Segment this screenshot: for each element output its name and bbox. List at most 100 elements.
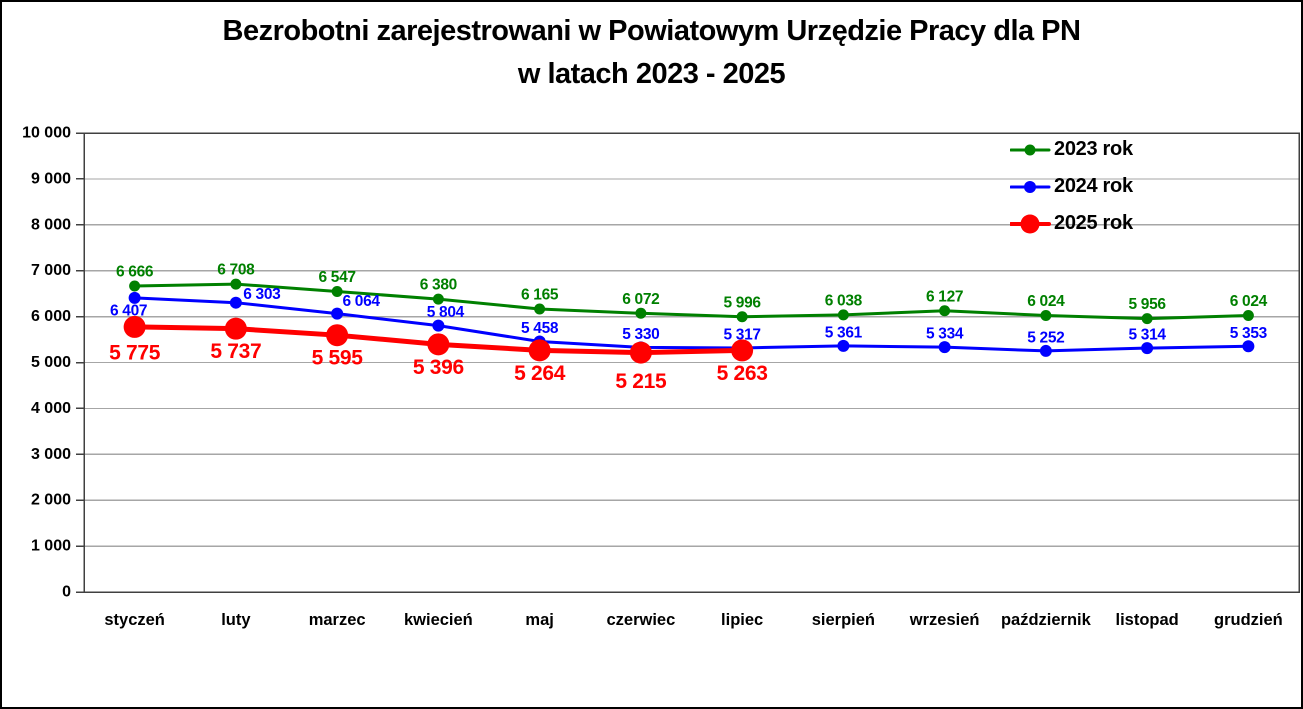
data-label: 5 330	[622, 326, 659, 343]
data-point	[731, 339, 754, 362]
x-axis-label: kwiecień	[404, 611, 473, 629]
x-axis-label: luty	[221, 611, 251, 629]
data-point	[427, 333, 450, 356]
y-axis-label: 6 000	[31, 308, 71, 325]
chart-legend: 2023 rok 2024 rok 2025 rok	[1010, 131, 1133, 242]
data-point	[837, 339, 850, 352]
y-axis-label: 0	[62, 584, 71, 601]
data-label: 6 303	[243, 286, 281, 303]
y-axis-labels: 0 1 000 2 000 3 000 4 000 5 000 6 000 7 000 8 00…	[22, 125, 71, 601]
data-point	[331, 285, 343, 297]
data-label: 5 996	[723, 294, 761, 311]
data-label: 5 737	[210, 340, 261, 363]
series-2025-rok: 5 775 5 737 5 595 5 396 5 264 5 215 5 263	[109, 315, 768, 393]
data-point	[128, 291, 141, 304]
data-label: 6 165	[521, 287, 559, 304]
data-point	[1242, 309, 1254, 321]
legend-label: 2025 rok	[1054, 212, 1133, 234]
data-label: 5 956	[1128, 296, 1166, 313]
data-point	[230, 278, 242, 290]
data-label: 6 407	[110, 302, 147, 319]
y-axis-label: 10 000	[22, 125, 71, 142]
data-label: 5 215	[615, 370, 667, 393]
data-label: 6 072	[622, 291, 659, 308]
x-axis-label: sierpień	[812, 611, 875, 629]
legend-dot	[1024, 180, 1036, 193]
data-point	[129, 280, 141, 292]
data-label: 6 024	[1230, 293, 1268, 310]
data-point	[1141, 342, 1154, 355]
data-label: 5 595	[312, 347, 364, 370]
data-point	[229, 296, 242, 309]
legend-label: 2024 rok	[1054, 175, 1133, 197]
data-label: 6 380	[420, 277, 457, 294]
data-label: 5 353	[1230, 325, 1268, 342]
y-axis-label: 7 000	[31, 262, 71, 279]
legend-item-2023-rok: 2023 rok	[1010, 131, 1133, 168]
x-axis-label: maj	[525, 611, 553, 629]
legend-label: 2023 rok	[1054, 138, 1133, 160]
legend-line-marker-icon	[1010, 214, 1051, 233]
data-label: 5 804	[427, 304, 465, 321]
data-label: 5 314	[1128, 327, 1166, 344]
chart-title: Bezrobotni zarejestrowani w Powiatowym U…	[2, 10, 1301, 96]
data-point	[123, 315, 146, 338]
data-label: 6 127	[926, 288, 963, 305]
series-2023-rok: 6 666 6 708 6 547 6 380 6 165 6 072 5 996 6 038…	[116, 262, 1268, 325]
data-point	[1141, 313, 1153, 325]
y-axis-label: 2 000	[31, 492, 71, 509]
plot-border	[83, 132, 1300, 593]
x-axis-label: listopad	[1115, 611, 1178, 629]
data-point	[736, 311, 748, 323]
y-axis-ticks	[76, 132, 84, 593]
chart-title-line1: Bezrobotni zarejestrowani w Powiatowym U…	[222, 15, 1081, 47]
data-label: 5 775	[109, 341, 161, 364]
legend-line-marker-icon	[1010, 144, 1051, 155]
x-axis-label: wrzesień	[909, 611, 980, 629]
data-point	[1242, 340, 1255, 353]
x-axis-label: grudzień	[1214, 611, 1283, 629]
legend-item-2025-rok: 2025 rok	[1010, 205, 1133, 242]
data-label: 6 708	[217, 262, 255, 279]
x-axis-labels: styczeń luty marzec kwiecień maj czerwiec lipi…	[104, 611, 1282, 629]
data-label: 5 458	[521, 320, 559, 337]
y-axis-label: 1 000	[31, 538, 71, 555]
data-point	[1040, 309, 1052, 321]
data-point	[938, 341, 951, 354]
data-label: 5 317	[723, 326, 760, 343]
x-axis-label: październik	[1001, 611, 1092, 629]
data-point	[331, 307, 344, 320]
data-point	[635, 307, 647, 319]
x-axis-label: marzec	[309, 611, 366, 629]
y-axis-label: 4 000	[31, 400, 71, 417]
data-point	[432, 293, 444, 305]
x-axis-label: lipiec	[721, 611, 763, 629]
data-point	[432, 319, 445, 332]
data-point	[1039, 344, 1052, 357]
data-point	[939, 305, 951, 317]
data-point	[629, 341, 652, 364]
data-label: 5 264	[514, 362, 566, 385]
data-label: 5 263	[717, 362, 768, 385]
data-label: 6 024	[1027, 293, 1065, 310]
series-line	[133, 282, 1250, 321]
data-point	[528, 339, 551, 362]
series-2024-rok: 6 407 6 303 6 064 5 804 5 458 5 330 5 317 5 361…	[110, 286, 1268, 357]
data-label: 6 064	[342, 293, 380, 310]
data-label: 5 396	[413, 356, 464, 379]
data-label: 5 252	[1027, 329, 1064, 346]
y-axis-label: 5 000	[31, 354, 71, 371]
legend-dot	[1024, 144, 1036, 155]
legend-line-marker-icon	[1010, 180, 1051, 193]
y-axis-label: 3 000	[31, 446, 71, 463]
series-line	[133, 296, 1250, 353]
chart-title-line2: w latach 2023 - 2025	[517, 58, 786, 90]
data-label: 5 361	[825, 324, 863, 341]
data-point	[326, 324, 349, 347]
data-label: 5 334	[926, 326, 964, 343]
data-point	[837, 309, 849, 321]
x-axis-label: czerwiec	[606, 611, 675, 629]
data-point	[534, 303, 546, 315]
